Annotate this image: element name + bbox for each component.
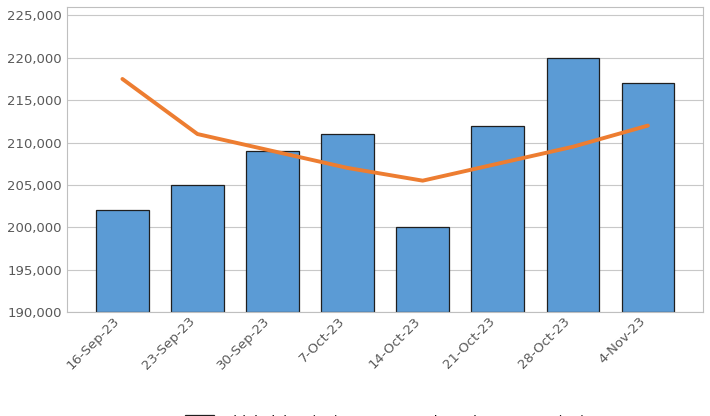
Bar <box>322 134 374 312</box>
Bar <box>547 58 599 312</box>
Bar <box>471 126 524 312</box>
Bar <box>171 185 224 312</box>
Bar <box>396 227 449 312</box>
Bar <box>96 210 148 312</box>
Bar <box>246 151 299 312</box>
Legend: Initial Claims (SA), 4-Wk Moving Average (SA): Initial Claims (SA), 4-Wk Moving Average… <box>180 409 590 416</box>
Bar <box>622 83 674 312</box>
